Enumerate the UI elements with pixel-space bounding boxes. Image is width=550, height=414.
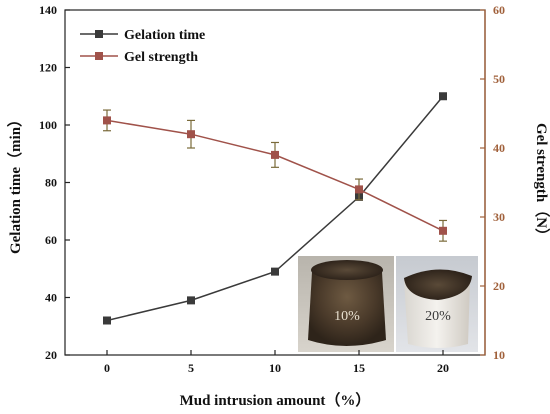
photo-inset-10: 10%	[298, 256, 394, 352]
right-y-tick-label: 60	[493, 3, 505, 17]
x-tick-label: 5	[188, 361, 194, 375]
left-y-tick-label: 60	[45, 233, 57, 247]
gelation-time-point	[187, 296, 195, 305]
left-y-tick-label: 100	[39, 118, 57, 132]
x-axis-title: Mud intrusion amount（%）	[180, 391, 371, 409]
legend: Gelation time Gel strength	[80, 28, 205, 65]
photo-inset-20: 20%	[396, 256, 478, 352]
gel-strength-point	[271, 150, 279, 159]
gel-strength-point	[103, 116, 111, 125]
gelation-time-point	[271, 267, 279, 276]
left-y-tick-label: 80	[45, 176, 57, 190]
right-axis-title: Gel strength（N）	[533, 123, 550, 243]
x-tick-label: 10	[269, 361, 281, 375]
left-y-tick-label: 120	[39, 61, 57, 75]
left-axis-title: Gelation time（min）	[6, 112, 24, 254]
x-tick-label: 0	[104, 361, 110, 375]
gel-strength-line	[106, 119, 444, 232]
right-y-tick-label: 50	[493, 72, 505, 86]
gel-strength-point	[439, 226, 447, 235]
legend-label-strength: Gel strength	[124, 50, 198, 65]
gel-strength-point	[187, 130, 195, 139]
photo-label-20: 20%	[425, 309, 451, 324]
legend-marker-strength	[95, 52, 103, 60]
left-y-tick-label: 40	[45, 291, 57, 305]
x-tick-label: 15	[353, 361, 365, 375]
right-y-tick-label: 30	[493, 210, 505, 224]
right-y-tick-label: 10	[493, 348, 505, 362]
gelation-time-point	[439, 92, 447, 101]
right-y-tick-label: 40	[493, 141, 505, 155]
left-y-tick-label: 140	[39, 3, 57, 17]
legend-marker-gelation	[95, 30, 103, 38]
photo-label-10: 10%	[334, 309, 360, 324]
x-tick-label: 20	[437, 361, 449, 375]
right-y-tick-label: 20	[493, 279, 505, 293]
legend-label-gelation: Gelation time	[124, 28, 205, 43]
gel-strength-point	[355, 185, 363, 194]
gelation-time-point	[103, 316, 111, 325]
left-y-tick-label: 20	[45, 348, 57, 362]
